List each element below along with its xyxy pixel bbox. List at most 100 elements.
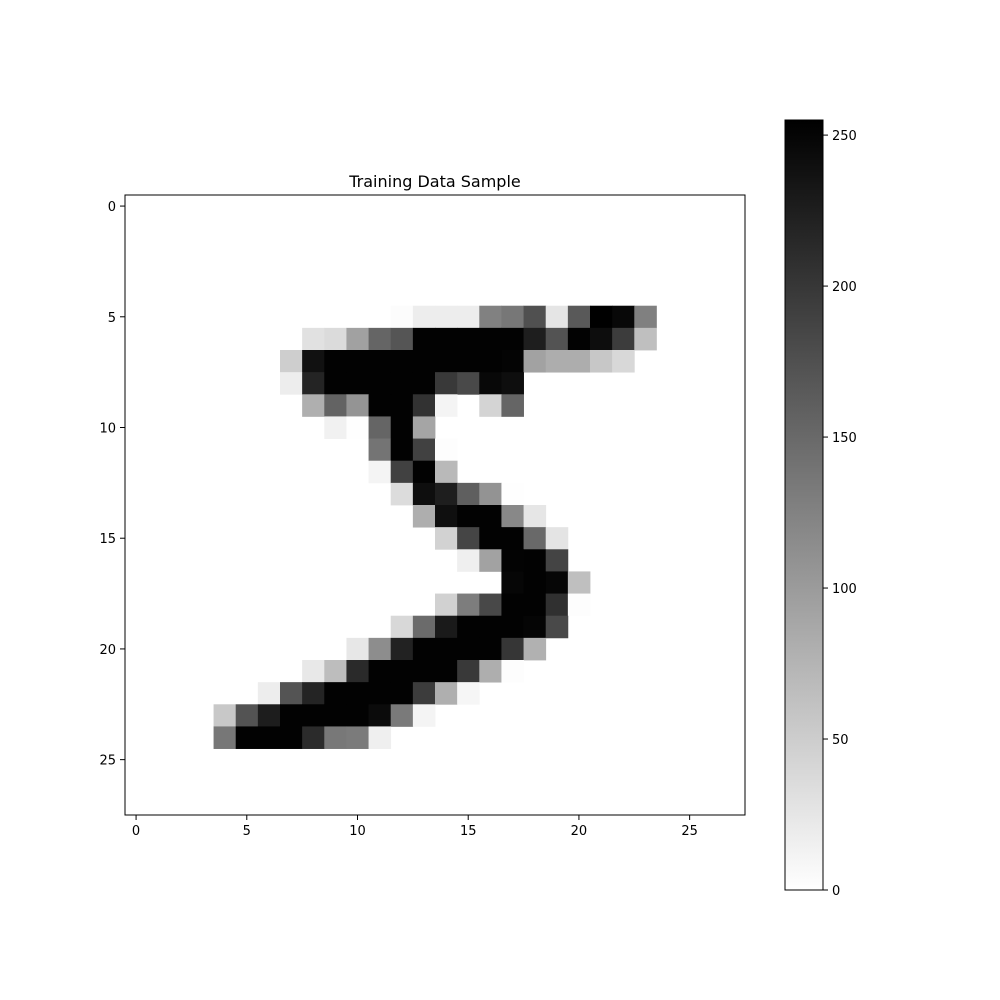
- pixel-cell-r18-c15: [457, 593, 480, 617]
- pixel-cell-r9-c12: [390, 394, 414, 417]
- colorbar-tick-label-50: 50: [832, 733, 849, 748]
- pixel-cell-r18-c20: [567, 593, 591, 617]
- pixel-cell-r22-c13: [412, 682, 436, 705]
- pixel-cell-r16-c15: [457, 549, 480, 572]
- pixel-cell-r5-c15: [457, 305, 480, 329]
- pixel-cell-r18-c17: [501, 593, 524, 617]
- pixel-cell-r6-c20: [567, 327, 591, 351]
- pixel-cell-r21-c13: [412, 660, 436, 683]
- pixel-cell-r21-c10: [346, 660, 369, 683]
- pixel-cell-r11-c14: [435, 438, 458, 462]
- pixel-cell-r17-c17: [501, 571, 524, 594]
- pixel-cell-r12-c14: [435, 460, 458, 484]
- pixel-cell-r9-c11: [368, 394, 392, 417]
- pixel-cell-r5-c19: [545, 305, 569, 329]
- pixel-cell-r13-c14: [435, 482, 458, 506]
- pixel-cell-r7-c15: [457, 350, 480, 373]
- pixel-cell-r23-c11: [368, 704, 392, 727]
- pixel-cell-r5-c12: [390, 305, 414, 329]
- pixel-cell-r22-c10: [346, 682, 369, 705]
- x-tick-label-15: 15: [460, 824, 477, 839]
- colorbar-gradient: [785, 120, 823, 890]
- pixel-cell-r15-c19: [545, 527, 569, 550]
- pixel-cell-r11-c11: [368, 438, 392, 462]
- pixel-cell-r9-c13: [412, 394, 436, 417]
- pixel-cell-r7-c17: [501, 350, 524, 373]
- pixel-cell-r15-c14: [435, 527, 458, 550]
- colorbar-tick-label-150: 150: [832, 431, 857, 446]
- pixel-cell-r10-c11: [368, 416, 392, 439]
- plot-frame: [124, 194, 746, 816]
- pixel-cell-r14-c15: [457, 505, 480, 528]
- pixel-cell-r24-c4: [213, 726, 237, 749]
- pixel-cell-r9-c14: [435, 394, 458, 417]
- pixel-cell-r24-c10: [346, 726, 369, 749]
- pixel-cell-r12-c12: [390, 460, 414, 484]
- pixel-cell-r18-c16: [479, 593, 502, 617]
- x-tick-label-0: 0: [132, 824, 140, 839]
- pixel-cell-r14-c14: [435, 505, 458, 528]
- pixel-cell-r21-c17: [501, 660, 524, 683]
- pixel-cell-r8-c13: [412, 372, 436, 395]
- pixel-cell-r9-c17: [501, 394, 524, 417]
- pixel-cell-r8-c14: [435, 372, 458, 395]
- pixel-cell-r7-c21: [590, 350, 613, 373]
- pixel-cell-r22-c9: [324, 682, 347, 705]
- pixel-cell-r24-c11: [368, 726, 392, 749]
- pixel-cell-r7-c18: [523, 350, 547, 373]
- pixel-cell-r5-c18: [523, 305, 547, 329]
- y-tick-label-0: 0: [108, 200, 116, 215]
- x-tick-label-5: 5: [243, 824, 251, 839]
- pixel-cell-r6-c16: [479, 327, 502, 351]
- pixel-cell-r5-c16: [479, 305, 502, 329]
- pixel-cell-r13-c15: [457, 482, 480, 506]
- pixel-cell-r19-c14: [435, 615, 458, 639]
- pixel-cell-r20-c15: [457, 637, 480, 661]
- pixel-cell-r21-c11: [368, 660, 392, 683]
- pixel-cell-r5-c23: [634, 305, 657, 329]
- colorbar-tick-label-250: 250: [832, 129, 857, 144]
- pixel-cell-r12-c11: [368, 460, 392, 484]
- pixel-cell-r23-c9: [324, 704, 347, 727]
- pixel-cell-r7-c10: [346, 350, 369, 373]
- pixel-cell-r7-c20: [567, 350, 591, 373]
- pixel-cell-r22-c12: [390, 682, 414, 705]
- pixel-cell-r6-c17: [501, 327, 524, 351]
- pixel-cell-r18-c18: [523, 593, 547, 617]
- pixel-cell-r5-c22: [612, 305, 635, 329]
- pixel-cell-r20-c18: [523, 637, 547, 661]
- y-tick-label-15: 15: [99, 532, 116, 547]
- pixel-cell-r20-c13: [412, 637, 436, 661]
- colorbar-tick-label-0: 0: [832, 884, 840, 899]
- pixel-cell-r20-c16: [479, 637, 502, 661]
- pixel-cell-r9-c8: [302, 394, 325, 417]
- x-tick-label-25: 25: [681, 824, 698, 839]
- pixel-cell-r6-c23: [634, 327, 657, 351]
- pixel-cell-r23-c10: [346, 704, 369, 727]
- pixel-cell-r22-c8: [302, 682, 325, 705]
- pixel-cell-r5-c21: [590, 305, 613, 329]
- pixel-cell-r7-c22: [612, 350, 635, 373]
- pixel-cell-r21-c12: [390, 660, 414, 683]
- pixel-cell-r6-c21: [590, 327, 613, 351]
- pixel-cell-r6-c22: [612, 327, 635, 351]
- pixel-cell-r8-c12: [390, 372, 414, 395]
- pixel-cell-r20-c11: [368, 637, 392, 661]
- pixel-cell-r16-c19: [545, 549, 569, 572]
- pixel-cell-r8-c17: [501, 372, 524, 395]
- pixel-cell-r15-c17: [501, 527, 524, 550]
- pixel-cell-r7-c13: [412, 350, 436, 373]
- pixel-cell-r22-c6: [257, 682, 281, 705]
- pixel-cell-r8-c11: [368, 372, 392, 395]
- pixel-cell-r11-c13: [412, 438, 436, 462]
- pixel-cell-r23-c7: [280, 704, 303, 727]
- pixel-cell-r22-c14: [435, 682, 458, 705]
- pixel-cell-r6-c15: [457, 327, 480, 351]
- pixel-cell-r20-c14: [435, 637, 458, 661]
- pixel-cell-r9-c16: [479, 394, 502, 417]
- pixel-cell-r24-c8: [302, 726, 325, 749]
- pixel-cell-r8-c16: [479, 372, 502, 395]
- pixel-cell-r15-c15: [457, 527, 480, 550]
- pixel-cell-r14-c13: [412, 505, 436, 528]
